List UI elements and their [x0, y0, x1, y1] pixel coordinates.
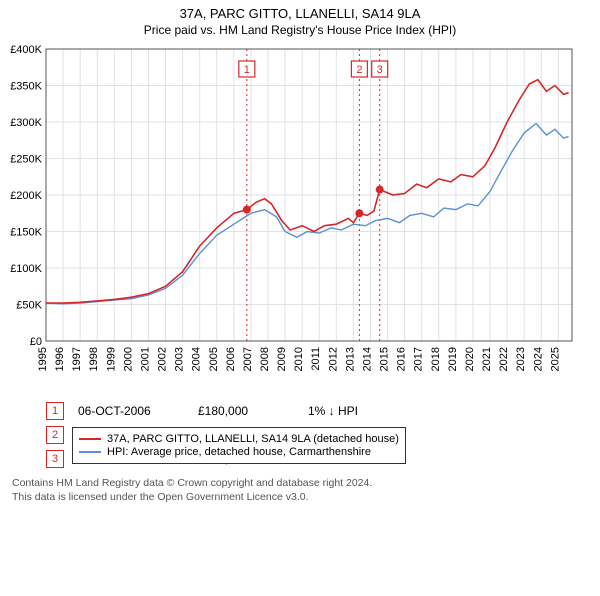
- svg-text:2010: 2010: [293, 347, 305, 371]
- svg-text:1998: 1998: [88, 347, 100, 371]
- svg-text:2022: 2022: [498, 347, 510, 371]
- page-subtitle: Price paid vs. HM Land Registry's House …: [0, 23, 600, 37]
- svg-text:1997: 1997: [71, 347, 83, 371]
- svg-text:£100K: £100K: [10, 263, 42, 275]
- event-price: £180,000: [198, 404, 308, 418]
- event-badge: 2: [46, 426, 64, 444]
- svg-text:2013: 2013: [344, 347, 356, 371]
- svg-text:£0: £0: [30, 336, 42, 348]
- svg-text:2012: 2012: [327, 347, 339, 371]
- chart-container: £0 £50K £100K £150K £200K £250K £300K £350K £400…: [0, 41, 600, 396]
- svg-text:2017: 2017: [413, 347, 425, 371]
- svg-text:£50K: £50K: [16, 300, 42, 312]
- svg-text:2011: 2011: [310, 347, 322, 371]
- svg-text:1995: 1995: [37, 347, 49, 371]
- svg-text:2002: 2002: [157, 347, 169, 371]
- price-chart: £0 £50K £100K £150K £200K £250K £300K £350K £400…: [0, 41, 580, 391]
- svg-text:2023: 2023: [515, 347, 527, 371]
- event-date: 06-OCT-2006: [78, 404, 198, 418]
- event-row: 1 06-OCT-2006£180,0001% ↓ HPI: [46, 402, 600, 420]
- legend-item: HPI: Average price, detached house, Carm…: [79, 446, 399, 458]
- svg-text:2015: 2015: [379, 347, 391, 371]
- svg-text:£150K: £150K: [10, 227, 42, 239]
- event-badge: 1: [46, 402, 64, 420]
- svg-text:2004: 2004: [191, 347, 203, 371]
- svg-text:£400K: £400K: [10, 44, 42, 56]
- legend-item: 37A, PARC GITTO, LLANELLI, SA14 9LA (det…: [79, 433, 399, 445]
- svg-text:1996: 1996: [54, 347, 66, 371]
- event-diff: 1% ↓ HPI: [308, 404, 418, 418]
- page-title: 37A, PARC GITTO, LLANELLI, SA14 9LA: [0, 6, 600, 21]
- svg-text:2024: 2024: [532, 347, 544, 371]
- legend-swatch: [79, 438, 101, 440]
- legend-label: HPI: Average price, detached house, Carm…: [107, 446, 371, 458]
- svg-text:2: 2: [356, 64, 362, 76]
- svg-text:2003: 2003: [174, 347, 186, 371]
- svg-text:£200K: £200K: [10, 190, 42, 202]
- svg-text:£300K: £300K: [10, 117, 42, 129]
- chart-legend: 37A, PARC GITTO, LLANELLI, SA14 9LA (det…: [72, 427, 406, 464]
- svg-text:2005: 2005: [208, 347, 220, 371]
- svg-text:2001: 2001: [139, 347, 151, 371]
- svg-text:2009: 2009: [276, 347, 288, 371]
- svg-text:3: 3: [377, 64, 383, 76]
- svg-text:1: 1: [244, 64, 250, 76]
- svg-text:2014: 2014: [361, 347, 373, 371]
- legend-label: 37A, PARC GITTO, LLANELLI, SA14 9LA (det…: [107, 433, 399, 445]
- svg-text:2016: 2016: [396, 347, 408, 371]
- svg-text:2008: 2008: [259, 347, 271, 371]
- footer-line: Contains HM Land Registry data © Crown c…: [12, 476, 600, 490]
- event-badge: 3: [46, 450, 64, 468]
- svg-text:£250K: £250K: [10, 154, 42, 166]
- svg-text:2025: 2025: [549, 347, 561, 371]
- svg-text:£350K: £350K: [10, 81, 42, 93]
- attribution-footer: Contains HM Land Registry data © Crown c…: [12, 476, 600, 504]
- legend-swatch: [79, 451, 101, 453]
- svg-text:1999: 1999: [105, 347, 117, 371]
- footer-line: This data is licensed under the Open Gov…: [12, 490, 600, 504]
- svg-text:2007: 2007: [242, 347, 254, 371]
- svg-text:2020: 2020: [464, 347, 476, 371]
- svg-text:2000: 2000: [122, 347, 134, 371]
- svg-text:2006: 2006: [225, 347, 237, 371]
- svg-text:2019: 2019: [447, 347, 459, 371]
- svg-text:2021: 2021: [481, 347, 493, 371]
- svg-text:2018: 2018: [430, 347, 442, 371]
